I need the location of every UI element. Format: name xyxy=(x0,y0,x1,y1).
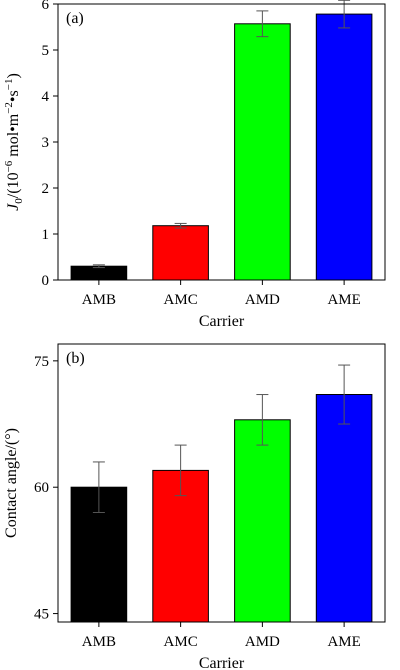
y-tick-label: 1 xyxy=(42,227,50,243)
error-bar-amb xyxy=(92,461,105,513)
x-axis-title: Carrier xyxy=(199,313,245,330)
error-bar-amd xyxy=(256,394,269,446)
plot-frame xyxy=(57,343,386,623)
bar-ame xyxy=(315,13,373,281)
y-tick-label: 45 xyxy=(34,607,49,623)
error-bar-ame xyxy=(338,364,351,425)
error-bar-amd xyxy=(256,10,269,38)
bar-amc xyxy=(152,225,209,281)
chart-panel-b: AMB AMC AMD AME 45 60 75 (b) Carrier Contact angl… xyxy=(3,343,386,670)
y-tick-label: 75 xyxy=(34,354,49,370)
error-bar-amc xyxy=(174,444,187,497)
bar-ame xyxy=(315,394,373,623)
x-tick-label-amd: AMD xyxy=(245,292,280,308)
panel-label: (a) xyxy=(66,10,84,27)
x-tick-label-amd: AMD xyxy=(245,634,280,650)
x-tick-label-amc: AMC xyxy=(164,292,198,308)
x-tick-label-amb: AMB xyxy=(82,634,116,650)
y-tick-label: 60 xyxy=(34,480,49,496)
bar-amb xyxy=(70,265,128,281)
y-tick-label: 2 xyxy=(42,181,50,197)
x-tick-label-amc: AMC xyxy=(164,634,198,650)
plot-frame xyxy=(57,3,386,281)
y-tick-label: 4 xyxy=(42,89,50,105)
y-axis-title: J0/(10−6 mol•m−2•s−1) xyxy=(3,73,25,211)
bar-amd xyxy=(234,23,291,281)
x-axis-title: Carrier xyxy=(199,655,245,670)
y-axis-title: Contact angle/(°) xyxy=(3,428,20,538)
error-bar-amb xyxy=(92,264,105,269)
y-tick-label: 5 xyxy=(42,43,50,59)
x-tick-label-amb: AMB xyxy=(82,292,116,308)
x-tick-label-ame: AME xyxy=(327,634,360,650)
error-bar-amc xyxy=(174,222,187,229)
error-bar-ame xyxy=(338,0,351,29)
y-tick-label: 3 xyxy=(42,135,50,151)
x-tick-label-ame: AME xyxy=(327,292,360,308)
panel-label: (b) xyxy=(66,350,85,367)
y-tick-label: 0 xyxy=(42,273,50,289)
y-tick-label: 6 xyxy=(42,0,50,13)
chart-panel-a: AMB AMC AMD AME 0 1 2 3 4 5 6 (a) Carrier J0/(10−6 mo… xyxy=(3,0,386,330)
bar-amd xyxy=(234,419,291,623)
